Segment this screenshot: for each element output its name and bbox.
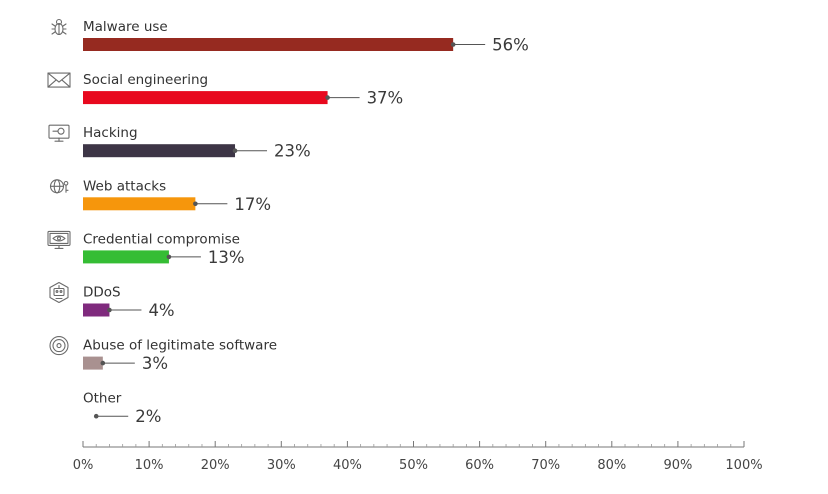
value-label: 17% — [234, 195, 271, 214]
value-marker-dot — [166, 254, 172, 260]
monitor-eye-icon — [47, 230, 71, 249]
bar — [83, 303, 110, 317]
bars: Malware use 56% Social engineering 37% Hacki… — [83, 19, 529, 426]
category-label: Social engineering — [83, 72, 208, 88]
bar — [83, 91, 328, 105]
value-label: 3% — [142, 354, 168, 373]
category-label: Malware use — [83, 19, 168, 35]
x-axis: 0% 10% 20% 30% 40% 50% 60% 70% 80% 90% 100% — [73, 441, 763, 473]
x-tick-label: 90% — [663, 458, 692, 473]
globe-key-icon — [49, 179, 69, 194]
value-marker-dot — [193, 201, 198, 207]
x-tick-label: 0% — [73, 458, 94, 473]
x-tick-label: 80% — [597, 458, 626, 473]
category-label: Hacking — [83, 125, 138, 141]
bar — [83, 197, 196, 211]
x-tick-label: 70% — [531, 458, 560, 473]
value-marker-dot — [100, 360, 106, 366]
x-tick-label: 50% — [399, 458, 428, 473]
value-label: 23% — [274, 142, 311, 161]
value-label: 37% — [367, 89, 404, 108]
disc-icon — [49, 336, 69, 356]
value-marker-dot — [325, 95, 330, 100]
category-label: Other — [83, 391, 122, 407]
bar — [83, 38, 454, 51]
x-tick-label: 100% — [725, 458, 762, 473]
monitor-hacking-icon — [48, 124, 70, 142]
x-tick-label: 30% — [267, 458, 296, 473]
value-marker-dot — [107, 307, 112, 313]
bar — [83, 250, 169, 264]
x-tick-label: 60% — [465, 458, 494, 473]
bar — [83, 356, 103, 370]
bug-icon — [51, 18, 67, 36]
robot-icon — [49, 281, 69, 304]
bar — [83, 409, 97, 423]
value-label: 13% — [208, 248, 245, 267]
value-marker-dot — [450, 42, 456, 47]
value-label: 4% — [148, 301, 174, 320]
category-icons — [47, 18, 71, 356]
x-tick-label: 10% — [135, 458, 164, 473]
x-tick-label: 40% — [333, 458, 362, 473]
bar — [83, 144, 236, 158]
category-label: DDoS — [83, 285, 121, 301]
value-label: 56% — [492, 36, 529, 55]
category-label: Web attacks — [83, 178, 166, 194]
value-marker-dot — [93, 413, 99, 419]
value-label: 2% — [135, 407, 161, 426]
value-marker-dot — [232, 148, 238, 153]
category-label: Credential compromise — [83, 231, 240, 247]
x-tick-label: 20% — [201, 458, 230, 473]
category-label: Abuse of legitimate software — [83, 338, 277, 354]
envelope-icon — [47, 72, 71, 88]
